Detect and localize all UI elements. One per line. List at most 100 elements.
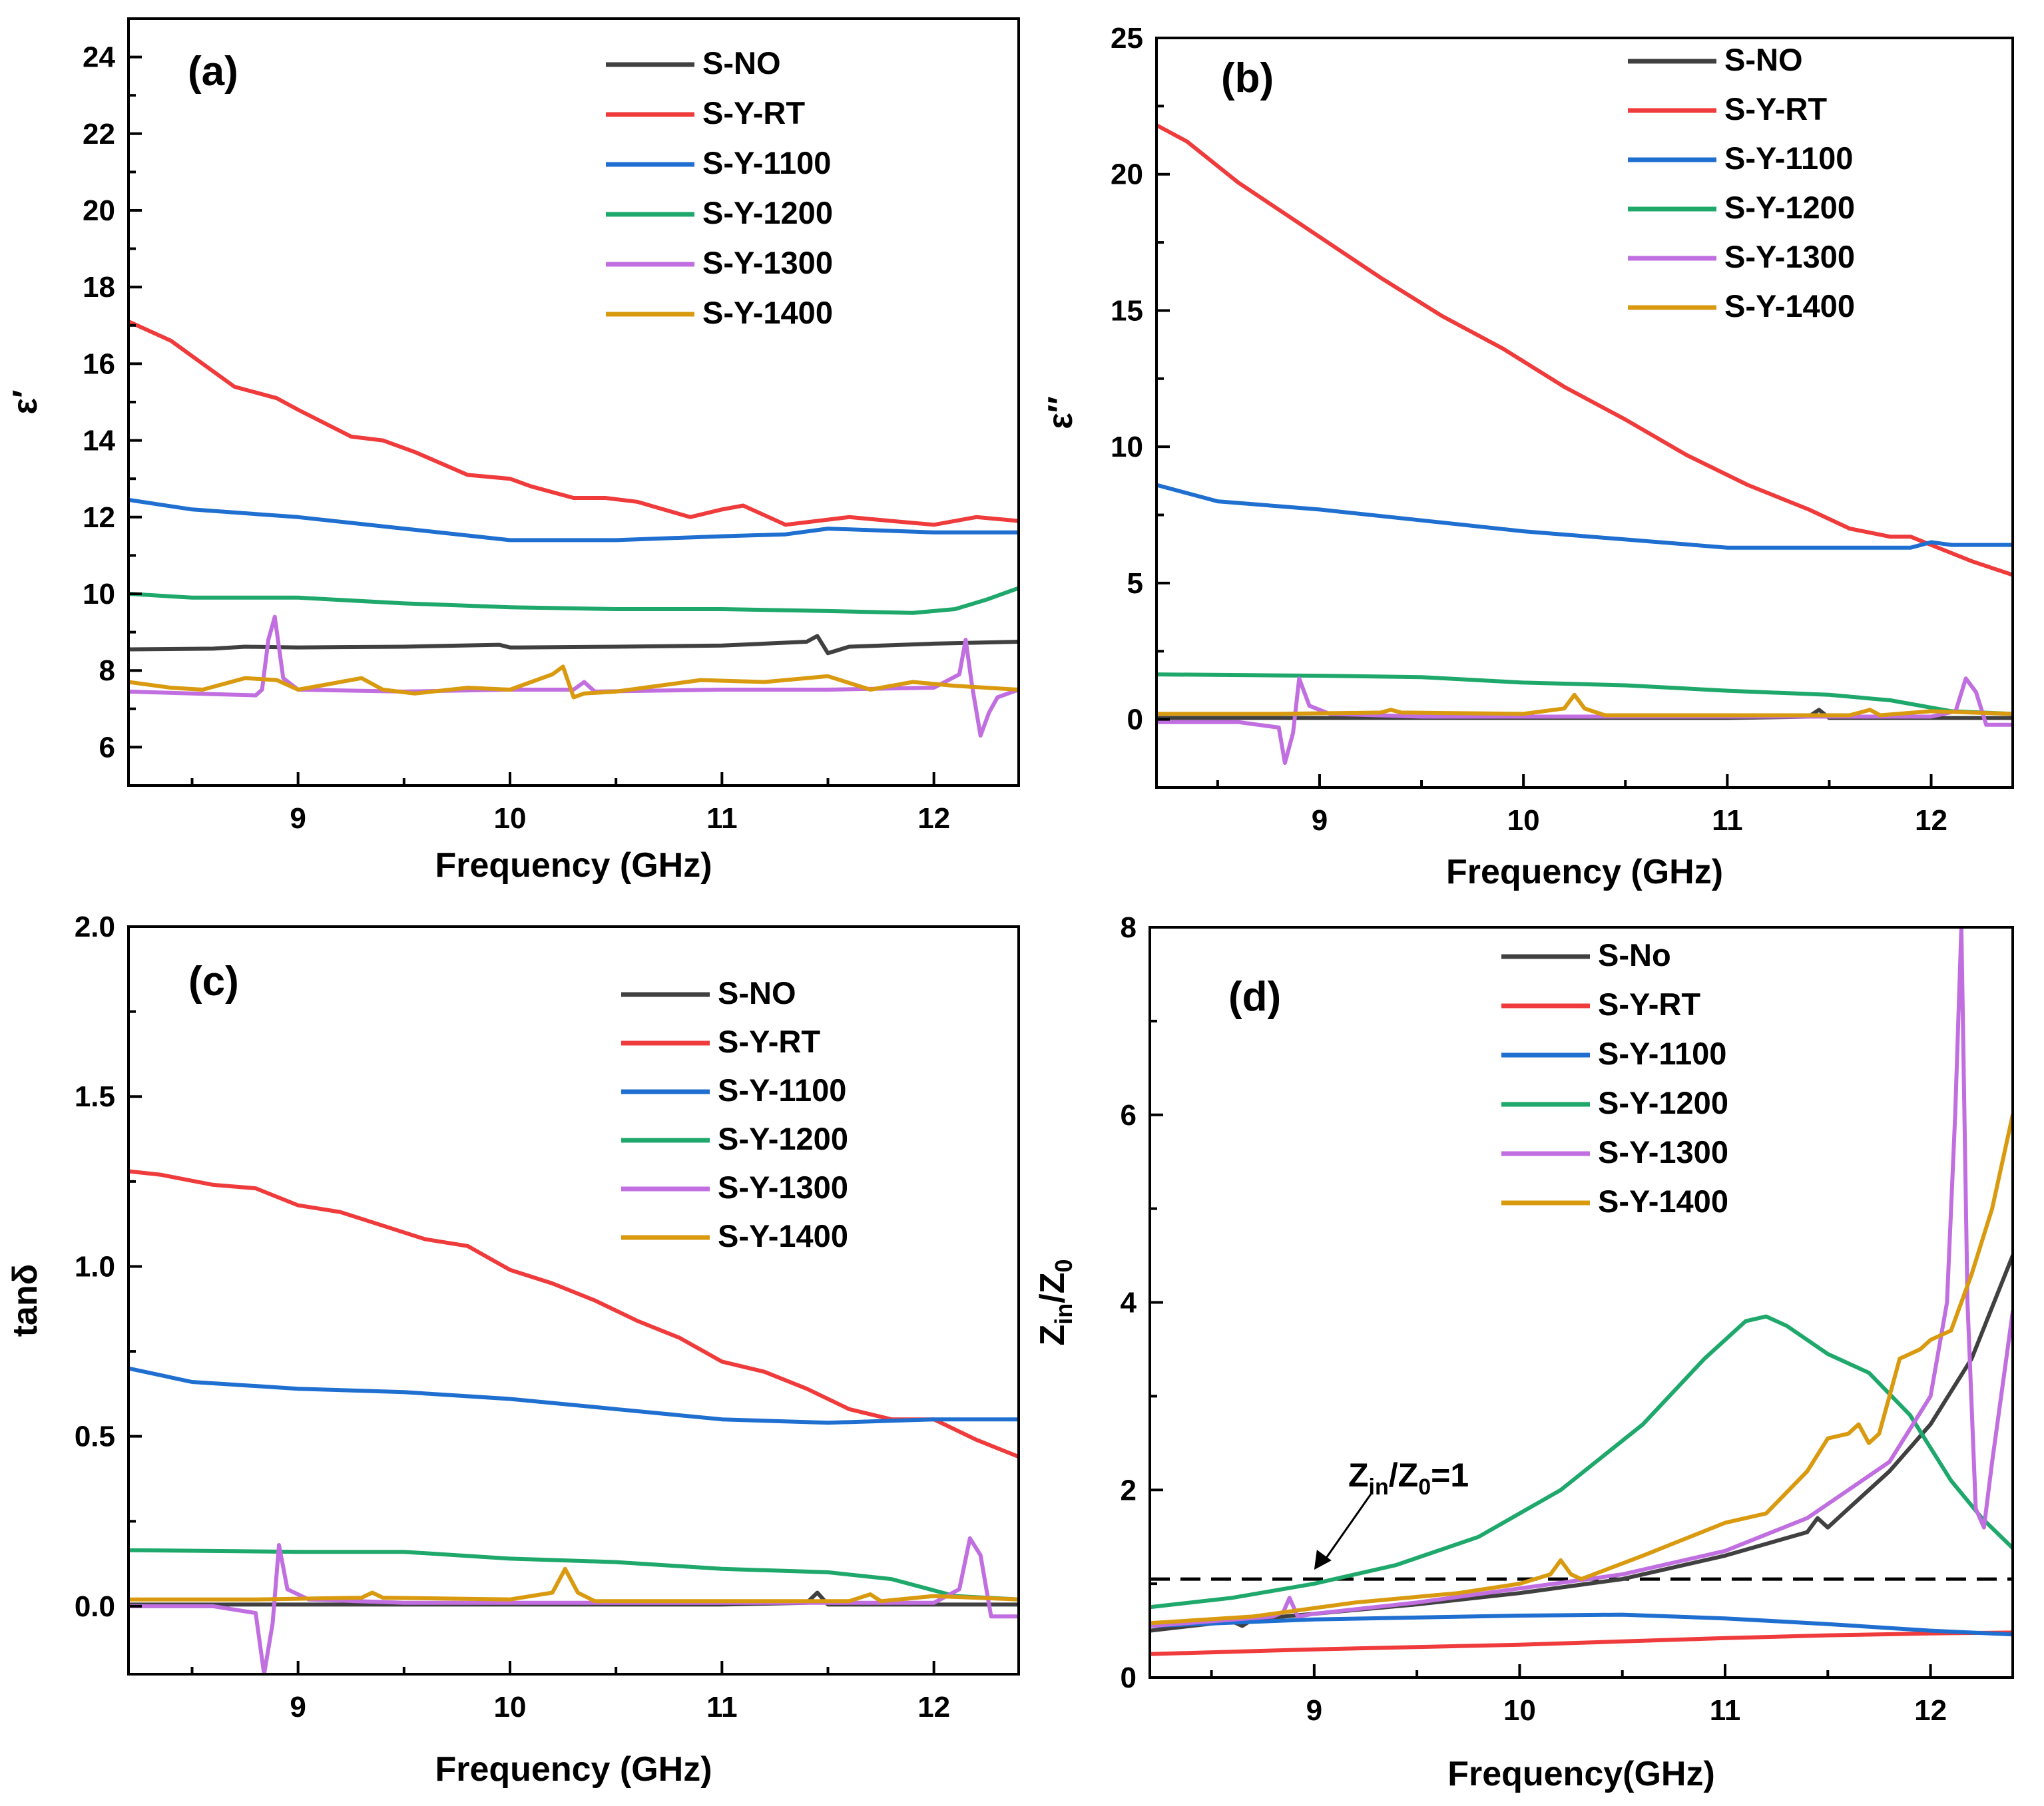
y-tick-label: 0.0 [75,1590,115,1623]
series-line-s-y-1200 [1150,1314,2013,1610]
legend-label: S-Y-1200 [1724,190,1855,225]
panel-d: Zin/Z0=1 9 10 11 12 0 2 4 6 8 Frequency(GHz) Zin/Z0… [1033,911,2014,1793]
panel-b: 9 10 11 12 0 5 10 15 20 25 Frequency (GHz) ε″ (b) S-N… [1041,22,2014,891]
y-tick-label: 8 [1121,911,1137,944]
legend: S-NO S-Y-RT S-Y-1100 S-Y-1200 S-Y-1300 S-Y-14… [606,45,833,330]
legend-label: S-Y-1200 [1598,1085,1728,1120]
x-tick-label: 11 [706,802,738,835]
series-line-s-y-1400 [1156,692,2013,718]
series-line-s-y-rt [128,320,1019,527]
panel-label: (b) [1221,55,1274,101]
y-axis-title: ε′ [6,389,45,414]
x-tick-label: 10 [1503,1694,1536,1727]
plot-frame [127,925,1020,1676]
panel-label: (c) [188,959,239,1005]
y-axis-title: ε″ [1041,396,1080,429]
x-tick-label: 10 [1507,804,1540,837]
legend-label: S-Y-1300 [1598,1134,1728,1170]
y-tick-label: 20 [83,194,115,227]
legend-label: S-No [1598,937,1671,973]
y-tick-label: 22 [83,118,115,150]
annotation-arrowhead [1314,1550,1332,1570]
x-axis-title: Frequency (GHz) [435,846,712,885]
series-line-s-y-1300 [128,1536,1019,1674]
legend-label: S-NO [702,45,781,81]
legend-label: S-Y-1300 [702,245,833,280]
series-line-s-y-1200 [128,586,1019,615]
legend-label: S-NO [1724,42,1803,77]
y-tick-label: 2 [1121,1474,1137,1506]
legend-label: S-Y-1100 [1598,1036,1726,1071]
legend: S-NO S-Y-RT S-Y-1100 S-Y-1200 S-Y-1300 S-Y-14… [1628,42,1855,324]
y-tick-label: 1.5 [75,1080,115,1113]
x-tick-label: 11 [1710,1694,1741,1727]
legend-label: S-Y-1100 [702,145,831,180]
plot-frame [1149,926,2014,1679]
series-line-s-y-1100 [128,1366,1019,1425]
y-axis-title: tanδ [6,1264,45,1337]
y-tick-label: 2.0 [75,911,115,943]
x-tick-label: 12 [917,1691,950,1723]
y-tick-label: 18 [83,271,115,304]
y-tick-label: 5 [1127,567,1143,600]
x-tick-label: 12 [1914,1694,1947,1727]
x-tick-label: 12 [917,802,950,835]
plot-frame [127,17,1020,787]
series-line-s-no [128,634,1019,656]
legend-label: S-Y-1300 [1724,239,1855,274]
y-tick-label: 12 [83,501,115,534]
panel-c: 9 10 11 12 0.0 0.5 1.0 1.5 2.0 Frequency (GHz) tan… [6,911,1020,1789]
series-line-s-y-1400 [128,664,1019,700]
series-line-s-y-rt [1150,1630,2013,1656]
x-tick-label: 9 [290,802,306,835]
y-tick-label: 0 [1121,1662,1137,1694]
x-tick-label: 10 [494,1691,527,1723]
series-line-s-y-1300 [1150,927,2013,1628]
series-line-s-y-1400 [128,1566,1019,1604]
legend-label: S-Y-1400 [702,295,833,330]
legend-label: S-Y-1300 [718,1170,848,1205]
x-tick-label: 10 [494,802,527,835]
legend-label: S-Y-RT [702,95,805,130]
y-axis-title: Zin/Z0 [1033,1259,1077,1345]
series-line-s-y-rt [1156,123,2013,577]
panel-label: (d) [1228,974,1281,1020]
y-tick-label: 4 [1121,1287,1137,1319]
legend-label: S-Y-1200 [718,1121,848,1156]
y-tick-label: 0 [1127,704,1143,736]
y-tick-label: 25 [1111,22,1143,55]
x-axis-title: Frequency (GHz) [435,1750,712,1789]
legend-label: S-Y-RT [1598,987,1700,1022]
x-tick-label: 11 [706,1691,738,1723]
y-tick-label: 16 [83,347,115,380]
series-line-s-y-1100 [1156,483,2013,550]
x-tick-label: 9 [290,1691,306,1723]
y-tick-label: 14 [83,425,115,457]
series-line-s-y-1300 [1156,676,2013,766]
legend-label: S-Y-1100 [718,1072,846,1108]
y-tick-label: 6 [1121,1099,1137,1132]
series-line-s-y-1200 [1156,672,2013,716]
legend-label: S-Y-1200 [702,195,833,230]
legend-label: S-NO [718,975,796,1011]
panel-label: (a) [188,49,238,95]
legend: S-No S-Y-RT S-Y-1100 S-Y-1200 S-Y-1300 S-Y-14… [1501,937,1728,1219]
x-tick-label: 9 [1312,804,1328,837]
series-line-s-y-rt [128,1169,1019,1459]
legend-label: S-Y-1400 [1724,288,1855,324]
y-tick-label: 8 [99,654,115,687]
legend-label: S-Y-1400 [718,1218,848,1253]
plot-frame [1155,37,2014,789]
series-line-s-y-1200 [128,1548,1019,1602]
legend: S-NO S-Y-RT S-Y-1100 S-Y-1200 S-Y-1300 S-Y-14… [621,975,848,1253]
legend-label: S-Y-1400 [1598,1184,1728,1219]
x-axis-title: Frequency(GHz) [1447,1755,1715,1793]
annotation-arrow-shaft [1322,1492,1373,1562]
panel-a: 9 10 11 12 6 8 10 12 14 16 18 20 22 24 Frequency (GHz)… [6,17,1020,885]
x-tick-label: 12 [1915,804,1947,837]
series-line-s-y-1400 [1150,1112,2013,1626]
legend-label: S-Y-RT [718,1024,820,1059]
legend-label: S-Y-RT [1724,91,1827,126]
series-line-s-y-1300 [128,614,1019,738]
